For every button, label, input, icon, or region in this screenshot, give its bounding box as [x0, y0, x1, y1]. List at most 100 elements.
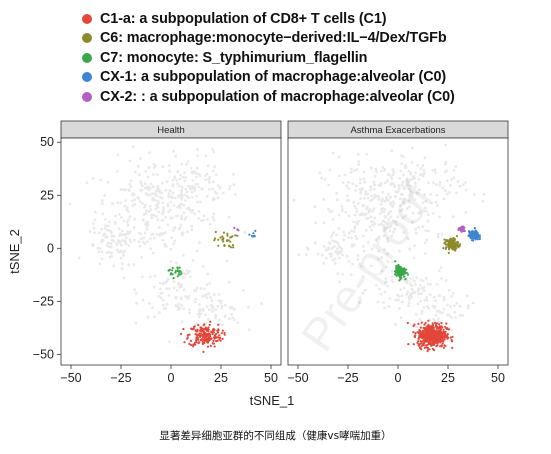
background-cell	[149, 237, 152, 241]
data-point	[418, 329, 421, 332]
background-cell	[423, 298, 427, 302]
background-cell	[411, 291, 414, 295]
background-cell	[195, 286, 199, 290]
background-cell	[113, 221, 117, 224]
background-cell	[220, 306, 224, 310]
background-cell	[370, 228, 373, 232]
background-cell	[328, 242, 332, 246]
background-cell	[336, 247, 339, 251]
background-cell	[228, 317, 231, 321]
background-cell	[417, 178, 421, 181]
background-cell	[174, 304, 178, 308]
data-point	[434, 336, 437, 339]
background-cell	[139, 180, 143, 184]
data-point	[448, 242, 451, 245]
background-cell	[120, 229, 124, 233]
background-cell	[174, 261, 178, 265]
data-point	[469, 232, 472, 235]
background-cell	[155, 189, 158, 193]
background-cell	[370, 247, 374, 251]
background-cell	[144, 221, 148, 225]
background-cell	[133, 288, 137, 291]
background-cell	[185, 269, 189, 272]
panel-title: Health	[157, 125, 184, 136]
data-point	[461, 228, 464, 231]
background-cell	[161, 298, 165, 302]
background-cell	[184, 216, 188, 219]
background-cell	[398, 187, 401, 190]
data-point	[211, 332, 214, 336]
background-cell	[115, 248, 119, 252]
background-cell	[338, 280, 342, 284]
background-cell	[420, 287, 424, 290]
data-point	[207, 340, 210, 343]
background-cell	[411, 288, 414, 292]
data-point	[431, 329, 434, 332]
background-cell	[131, 204, 135, 208]
data-point	[423, 333, 426, 336]
background-cell	[382, 223, 385, 227]
data-point	[442, 332, 445, 335]
background-cell	[341, 181, 345, 185]
background-cell	[320, 176, 323, 180]
background-cell	[421, 172, 425, 176]
background-cell	[243, 231, 247, 234]
background-cell	[352, 169, 356, 173]
background-cell	[444, 162, 447, 166]
background-cell	[395, 191, 398, 194]
background-cell	[389, 201, 392, 205]
background-cell	[164, 216, 168, 219]
data-point	[426, 350, 429, 353]
background-cell	[313, 205, 317, 209]
data-point	[403, 267, 406, 270]
background-cell	[93, 218, 97, 222]
data-point	[416, 331, 419, 334]
background-cell	[148, 151, 151, 155]
background-cell	[414, 171, 417, 175]
data-point	[441, 342, 444, 345]
background-cell	[417, 292, 420, 296]
data-point	[428, 338, 431, 341]
background-cell	[205, 283, 209, 287]
data-point	[423, 338, 426, 341]
data-point	[440, 337, 443, 340]
background-cell	[336, 272, 340, 275]
background-cell	[195, 249, 199, 253]
background-cell	[357, 163, 361, 166]
background-cell	[382, 229, 386, 232]
background-cell	[408, 298, 411, 301]
data-point	[454, 249, 457, 252]
background-cell	[206, 217, 209, 221]
background-cell	[207, 178, 211, 181]
background-cell	[437, 294, 441, 297]
background-cell	[123, 249, 127, 253]
background-cell	[129, 185, 133, 189]
data-point	[417, 340, 420, 343]
background-cell	[177, 195, 181, 199]
background-cell	[182, 288, 186, 291]
background-cell	[228, 306, 232, 310]
x-tick-label: −50	[60, 371, 81, 385]
background-cell	[344, 211, 348, 214]
background-cell	[144, 203, 147, 207]
data-point	[223, 244, 226, 248]
background-cell	[452, 176, 456, 180]
background-cell	[407, 304, 410, 307]
background-cell	[380, 269, 384, 273]
background-cell	[151, 173, 155, 176]
background-cell	[180, 214, 184, 218]
background-cell	[167, 287, 171, 290]
data-point	[439, 328, 442, 331]
background-cell	[379, 222, 383, 226]
background-cell	[260, 302, 263, 305]
background-cell	[179, 191, 183, 194]
data-point	[220, 332, 223, 335]
background-cell	[203, 294, 207, 298]
background-cell	[390, 275, 394, 279]
background-cell	[164, 188, 168, 192]
background-cell	[322, 198, 326, 201]
data-point	[437, 336, 440, 339]
background-cell	[160, 291, 164, 295]
data-point	[236, 234, 239, 237]
